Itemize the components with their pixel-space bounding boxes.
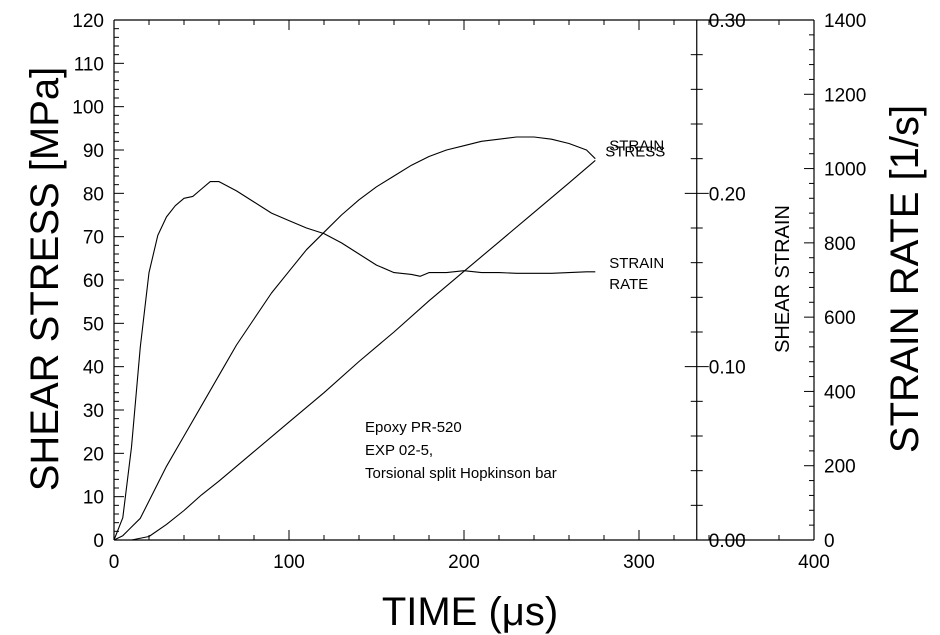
y-tick-label-right: 0 [824,531,835,552]
annotation: Epoxy PR-520 EXP 02-5, Torsional split H… [365,419,557,482]
y-tick-label-left: 20 [83,444,104,465]
series-label-line: RATE [609,276,648,293]
x-tick-label: 300 [623,552,655,573]
y-tick-label-right: 600 [824,308,856,329]
x-tick-label: 200 [448,552,480,573]
y-tick-label-left: 30 [83,401,104,422]
y-tick-label-left: 40 [83,358,104,379]
y-tick-label-right: 800 [824,234,856,255]
y-tick-label-left: 0 [93,531,104,552]
y-axis-title-left: SHEAR STRESS [MPa] [23,67,67,492]
series-line-strain [114,159,596,541]
x-axis-title: TIME (μs) [382,590,558,634]
tick-labels: 0 100 200 300 400010203040506070809010011012… [72,11,866,573]
axis-ticks [113,19,815,541]
y-tick-label-left: 90 [83,141,104,162]
y-tick-label-right: 400 [824,382,856,403]
y-tick-label-left: 100 [72,98,104,119]
y-tick-label-strain: 0.20 [709,184,746,205]
series-label-strain-rate: STRAIN RATE [609,255,664,293]
series-label-strain: STRAIN [609,137,664,154]
series-label-line: STRAIN [609,255,664,272]
series-line-stress [113,136,596,541]
annotation-line-3: Torsional split Hopkinson bar [365,465,557,482]
annotation-line-1: Epoxy PR-520 [365,419,462,436]
annotation-line-2: EXP 02-5, [365,442,433,459]
y-tick-label-left: 110 [74,54,104,75]
y-tick-label-left: 80 [83,184,104,205]
series-line-strain-rate [113,181,596,541]
x-tick-label: 100 [273,552,305,573]
series-label-line: STRAIN [609,137,664,154]
series-label-line: STRESS [605,144,665,161]
y-tick-label-left: 50 [83,314,104,335]
y-tick-label-right: 200 [824,457,856,478]
y-tick-label-left: 70 [83,228,104,249]
series-label-stress: STRESS [605,144,665,161]
x-tick-label: 400 [798,552,830,573]
y-tick-label-strain: 0.30 [709,11,746,32]
x-tick-label: 0 [109,552,120,573]
series-lines [113,136,596,541]
y-tick-label-left: 120 [72,11,104,32]
y-tick-label-strain: 0.10 [709,358,746,379]
y-tick-label-left: 60 [83,271,104,292]
y-tick-label-right: 1400 [824,11,866,32]
plot-frame [113,19,815,541]
y-axis-title-right: STRAIN RATE [1/s] [883,105,927,453]
y-tick-label-right: 1000 [824,160,866,181]
y-axis-title-strain: SHEAR STRAIN [772,205,794,353]
y-tick-label-left: 10 [83,488,104,509]
y-tick-label-strain: 0.00 [709,531,746,552]
y-tick-label-right: 1200 [824,85,866,106]
